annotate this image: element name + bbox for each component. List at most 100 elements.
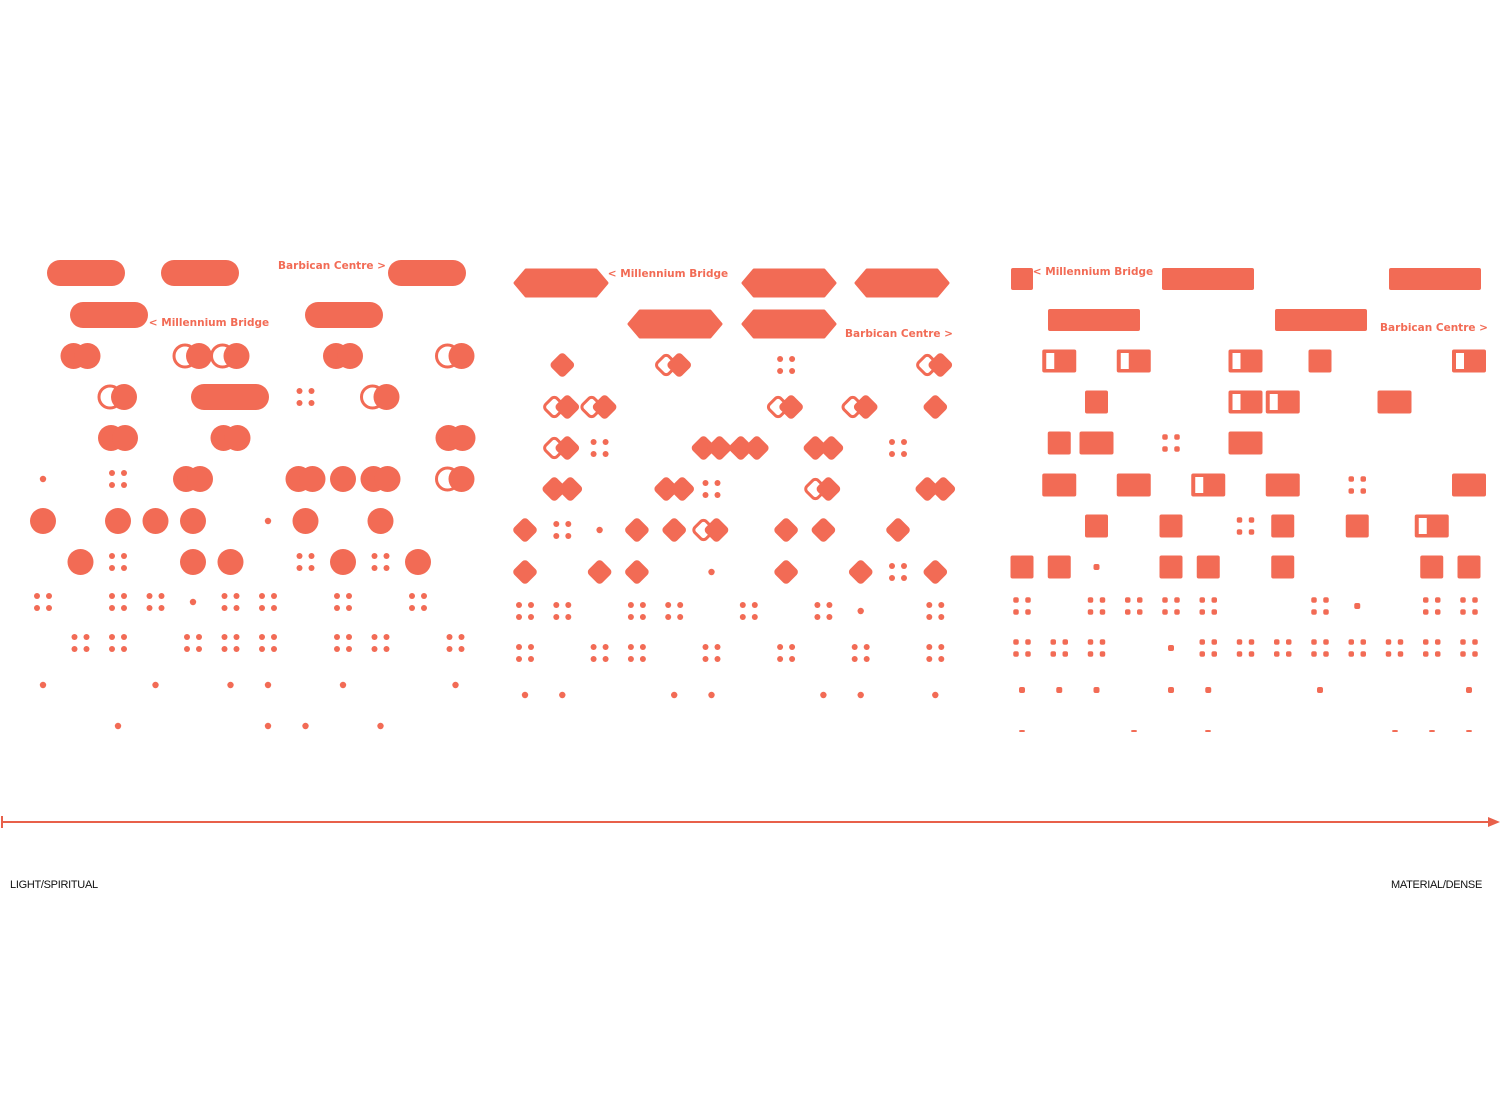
double-diamond [670,477,694,501]
dot [1423,639,1429,645]
circle [67,549,94,575]
dot [1099,639,1106,645]
dot [565,614,572,620]
dot [938,644,945,650]
bar-block [1389,268,1481,290]
diamond [550,353,575,377]
pill [191,384,269,410]
double-diamond [558,477,583,501]
dot [553,602,560,608]
dot [602,644,609,650]
diamond [592,395,617,419]
dot [1311,609,1317,615]
dot [1248,639,1255,645]
dash [1131,730,1137,732]
dot [46,605,52,611]
dot [334,634,340,640]
dot [789,644,796,650]
dash [1466,730,1472,732]
dot [602,439,609,445]
circle [405,549,431,575]
square [1308,349,1332,373]
dot [1435,639,1441,645]
dot [1397,651,1404,657]
diamond [587,560,612,584]
dot [121,634,127,640]
dot [1348,476,1354,482]
dot [1354,603,1361,609]
dot [259,634,265,640]
dot [83,646,90,652]
block [1042,473,1077,497]
square [1159,555,1183,579]
dot [109,565,115,571]
dash [1019,730,1025,732]
dot [708,691,715,699]
block-slot [1232,353,1241,369]
dot [1435,651,1441,657]
dot [639,656,646,662]
square [1159,514,1183,538]
dot [814,614,821,620]
dot [1460,639,1466,645]
dot [826,602,833,608]
dot [227,681,234,689]
dot [932,691,939,699]
dot [1205,687,1212,693]
dot [1348,488,1354,494]
dot [677,614,684,620]
dot [184,646,190,652]
axis-arrowhead [1488,817,1500,827]
dot [702,480,709,486]
dot [602,451,609,457]
block-slot [1232,394,1241,410]
dot [714,656,721,662]
circle [373,384,400,410]
diamond [928,353,953,377]
dot [639,644,646,650]
dot [371,553,378,559]
dot [296,565,303,571]
double-circle [374,466,401,492]
dot [1236,639,1243,645]
dot [189,598,197,606]
diamond [625,518,649,542]
dot [334,593,340,599]
dot [1174,597,1180,603]
dot [1460,651,1466,657]
square [1196,555,1220,579]
dot [1274,639,1280,645]
dot [677,602,684,608]
square [1271,555,1295,579]
hex-bar [854,268,950,298]
diamond [811,518,836,542]
double-diamond [691,436,716,460]
block [1116,473,1151,497]
axis-left-label: LIGHT/SPIRITUAL [10,879,98,891]
dot [528,614,534,620]
diamond [779,395,803,419]
block-slot [1120,353,1129,369]
dot [639,602,646,608]
dot [590,439,597,445]
dot [590,644,597,650]
dot [708,568,715,576]
dot [259,593,265,599]
dot [889,575,895,581]
block [1079,431,1114,455]
square [1085,514,1108,538]
diamond [513,518,537,542]
square [1011,268,1033,290]
dot [702,492,709,498]
dot [1199,651,1205,657]
dot [421,593,427,599]
dot [296,388,303,394]
dot [820,691,827,699]
dot [371,646,378,652]
dot [1360,639,1366,645]
dot [1435,609,1441,615]
hex-bar [513,268,609,298]
dot [452,681,459,689]
dot [1472,639,1478,645]
